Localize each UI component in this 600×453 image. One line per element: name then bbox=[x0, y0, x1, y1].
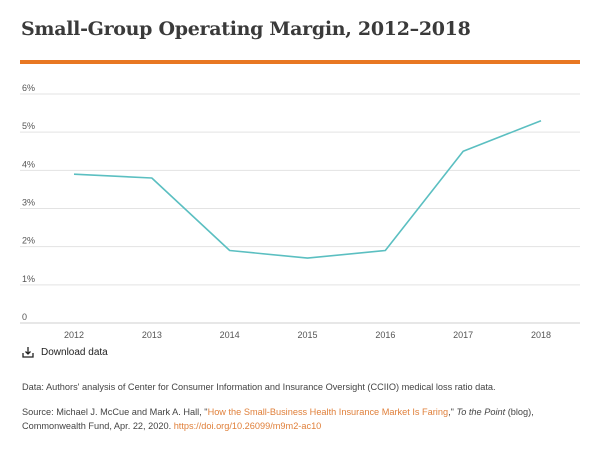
data-point[interactable] bbox=[68, 168, 80, 180]
data-point[interactable] bbox=[535, 115, 547, 127]
y-tick-label: 3% bbox=[22, 198, 35, 208]
x-tick-label: 2015 bbox=[297, 330, 317, 340]
data-point[interactable] bbox=[224, 244, 236, 256]
data-point[interactable] bbox=[146, 172, 158, 184]
publication-name: To the Point bbox=[456, 407, 506, 417]
data-point[interactable] bbox=[379, 244, 391, 256]
y-tick-label: 1% bbox=[22, 274, 35, 284]
data-point[interactable] bbox=[457, 145, 469, 157]
source-middle: (blog), Commonwealth Fund, Apr. 22, 2020… bbox=[22, 407, 534, 431]
source-after-title: ," bbox=[448, 407, 457, 417]
download-data-button[interactable]: Download data bbox=[22, 346, 108, 358]
title-rule bbox=[20, 60, 580, 64]
x-tick-label: 2016 bbox=[375, 330, 395, 340]
x-tick-label: 2013 bbox=[142, 330, 162, 340]
article-link[interactable]: How the Small-Business Health Insurance … bbox=[207, 407, 449, 417]
y-tick-label: 0 bbox=[22, 312, 27, 322]
source-prefix: Source: Michael J. McCue and Mark A. Hal… bbox=[22, 407, 208, 417]
x-tick-label: 2014 bbox=[220, 330, 240, 340]
source-citation: Source: Michael J. McCue and Mark A. Hal… bbox=[22, 405, 582, 433]
y-tick-label: 5% bbox=[22, 121, 35, 131]
chart-title: Small-Group Operating Margin, 2012–2018 bbox=[21, 18, 471, 40]
y-tick-label: 6% bbox=[22, 83, 35, 93]
y-tick-label: 2% bbox=[22, 236, 35, 246]
download-label: Download data bbox=[41, 346, 108, 358]
y-tick-label: 4% bbox=[22, 159, 35, 169]
x-tick-label: 2012 bbox=[64, 330, 84, 340]
x-tick-label: 2018 bbox=[531, 330, 551, 340]
download-icon bbox=[22, 347, 34, 358]
series-line bbox=[73, 119, 542, 259]
data-note: Data: Authors' analysis of Center for Co… bbox=[22, 382, 496, 392]
line-chart: 0 1% 2% 3% 4% 5% 6% 2012 2013 2014 2015 2016 2017 20… bbox=[20, 83, 580, 340]
doi-link[interactable]: https://doi.org/10.26099/m9m2-ac10 bbox=[173, 421, 322, 431]
data-point[interactable] bbox=[302, 252, 314, 264]
x-tick-label: 2017 bbox=[453, 330, 473, 340]
